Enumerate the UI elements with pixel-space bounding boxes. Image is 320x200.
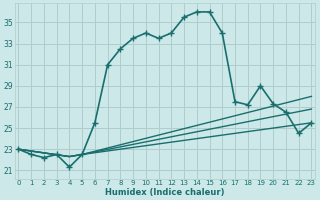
X-axis label: Humidex (Indice chaleur): Humidex (Indice chaleur) bbox=[105, 188, 225, 197]
